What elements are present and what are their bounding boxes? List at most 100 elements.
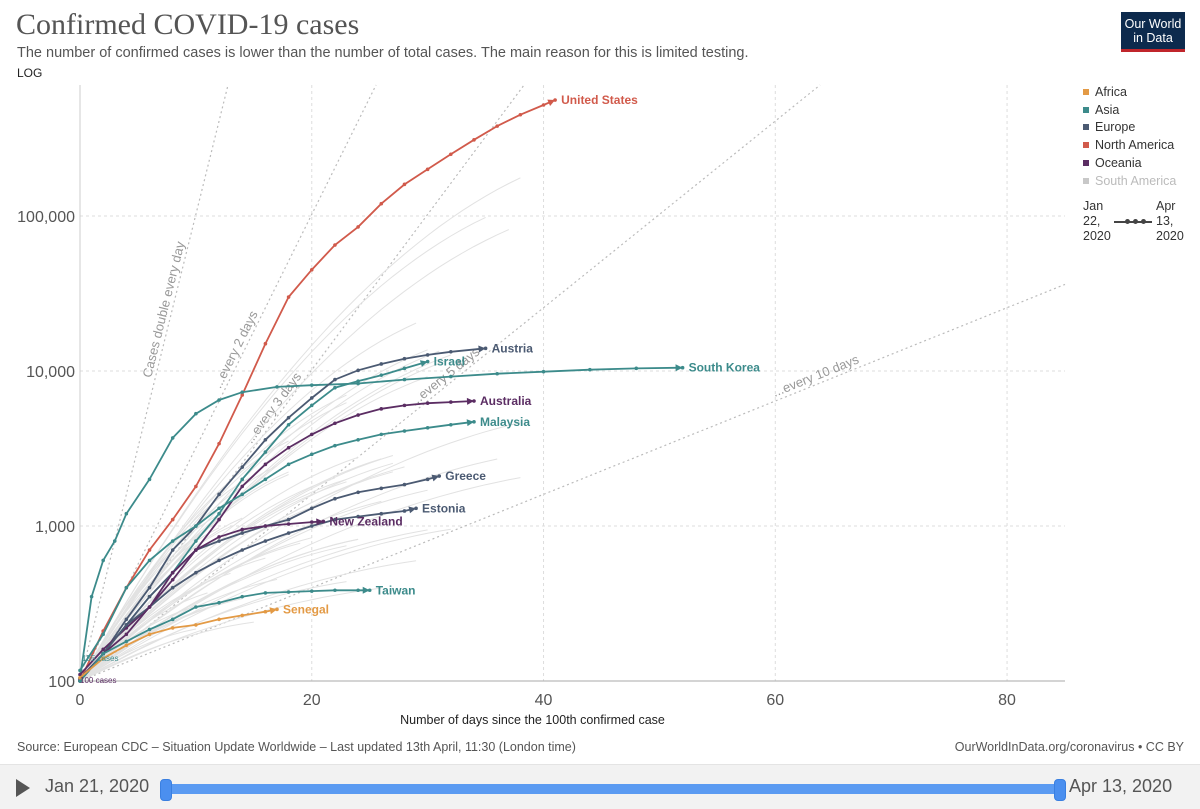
data-point-malaysia (379, 432, 384, 437)
legend-label-europe: Europe (1095, 120, 1136, 135)
data-point-south-korea (240, 390, 245, 394)
data-point-south-korea (101, 558, 105, 563)
play-icon[interactable] (16, 779, 30, 797)
data-point-israel (402, 366, 407, 371)
data-point-south-korea (217, 398, 221, 402)
background-country-line (79, 422, 521, 682)
data-point-estonia (240, 548, 245, 552)
legend-item-south-america[interactable]: South America (1083, 172, 1198, 190)
reference-lines: Cases double every day ...every 2 days...… (79, 84, 1066, 682)
series-label-taiwan: Taiwan (376, 583, 416, 597)
data-point-greece (309, 506, 314, 511)
data-point-malaysia (356, 437, 360, 442)
scale-toggle[interactable]: LOG (17, 66, 43, 80)
data-point-estonia (356, 514, 360, 519)
data-point-greece (425, 477, 430, 482)
data-point-estonia (263, 539, 268, 543)
arrow-head-estonia (408, 506, 417, 514)
data-point-taiwan (217, 600, 221, 605)
data-point-new-zealand (147, 605, 152, 609)
page-subtitle: The number of confirmed cases is lower t… (17, 45, 749, 61)
timeline-end-handle[interactable] (1054, 779, 1066, 801)
data-point-malaysia (402, 429, 407, 433)
data-point-south-korea (541, 369, 546, 374)
legend-range-dot (1141, 219, 1146, 224)
data-point-estonia (402, 509, 407, 513)
data-point-taiwan (170, 617, 175, 622)
series-line-taiwan (79, 589, 370, 682)
page-title: Confirmed COVID-19 cases (16, 8, 360, 41)
data-point-malaysia (309, 452, 314, 457)
timeline-slider-track[interactable] (166, 784, 1060, 794)
data-point-united-states (356, 225, 360, 229)
arrow-head-malaysia (466, 419, 474, 427)
series-label-austria: Austria (492, 341, 534, 355)
data-point-united-states (170, 517, 175, 522)
owid-logo[interactable]: Our World in Data (1121, 12, 1185, 52)
data-point-malaysia (286, 462, 291, 467)
legend-item-europe[interactable]: Europe (1083, 119, 1198, 137)
data-point-greece (286, 517, 291, 522)
data-point-estonia (333, 517, 337, 522)
legend-item-africa[interactable]: Africa (1083, 83, 1198, 101)
data-point-south-korea (112, 539, 117, 543)
legend-item-oceania[interactable]: Oceania (1083, 154, 1198, 172)
data-point-south-korea (170, 436, 175, 440)
data-point-malaysia (170, 539, 175, 543)
data-point-malaysia (101, 632, 105, 637)
data-point-greece (379, 486, 384, 491)
series-lines (78, 98, 685, 683)
data-point-united-states (263, 341, 268, 346)
data-point-austria (240, 465, 245, 469)
background-country-line (79, 528, 451, 682)
data-point-australia (472, 399, 476, 403)
background-country-line (79, 526, 231, 682)
legend-label-oceania: Oceania (1095, 156, 1142, 171)
data-point-senegal (240, 613, 245, 618)
reference-line-label: ...every 3 days (242, 369, 305, 446)
timeline-start-handle[interactable] (160, 779, 172, 801)
data-point-israel (263, 450, 268, 454)
data-point-austria (483, 346, 488, 351)
data-point-senegal (217, 617, 221, 622)
data-point-israel (286, 422, 291, 427)
source-link[interactable]: OurWorldInData.org/coronavirus • CC BY (954, 740, 1184, 754)
data-point-malaysia (124, 585, 129, 590)
legend-item-asia[interactable]: Asia (1083, 101, 1198, 119)
series-label-estonia: Estonia (422, 501, 466, 515)
data-point-united-states (240, 393, 245, 397)
legend-swatch-south-america (1083, 177, 1089, 184)
data-point-australia (379, 407, 384, 411)
legend-range-start: Jan 22, 2020 (1083, 199, 1111, 243)
legend-label-africa: Africa (1095, 84, 1127, 99)
data-point-austria (309, 396, 314, 400)
data-point-australia (402, 403, 407, 408)
background-country-line (79, 358, 451, 682)
data-point-israel (309, 403, 314, 408)
timeline-end-date: Apr 13, 2020 (1069, 776, 1173, 796)
data-point-malaysia (217, 506, 221, 511)
data-point-israel (240, 477, 245, 482)
data-point-south-korea (634, 366, 639, 371)
data-point-austria (333, 377, 337, 382)
data-point-united-states (379, 201, 384, 206)
data-point-malaysia (263, 477, 268, 482)
legend-range-dot (1133, 219, 1138, 224)
data-point-estonia (194, 570, 198, 575)
background-lines (79, 177, 521, 682)
data-point-austria (379, 362, 384, 366)
data-point-estonia (170, 585, 175, 590)
background-country-line (79, 529, 428, 682)
background-country-line (79, 471, 394, 682)
legend-swatch-asia (1083, 106, 1089, 113)
data-point-south-korea (147, 477, 152, 482)
arrow-head-israel (419, 360, 428, 367)
series-labels: United States South Korea Austria Israel Aus… (80, 93, 760, 685)
data-point-united-states (518, 112, 523, 117)
data-point-united-states (425, 167, 430, 172)
data-point-australia (78, 672, 82, 677)
legend-label-north-america: North America (1095, 138, 1175, 153)
data-point-taiwan (194, 605, 198, 609)
legend-item-north-america[interactable]: North America (1083, 136, 1198, 154)
chart-axes: 100 1,000 10,000 100,000 0 20 40 60 80 Number of … (17, 85, 1065, 727)
